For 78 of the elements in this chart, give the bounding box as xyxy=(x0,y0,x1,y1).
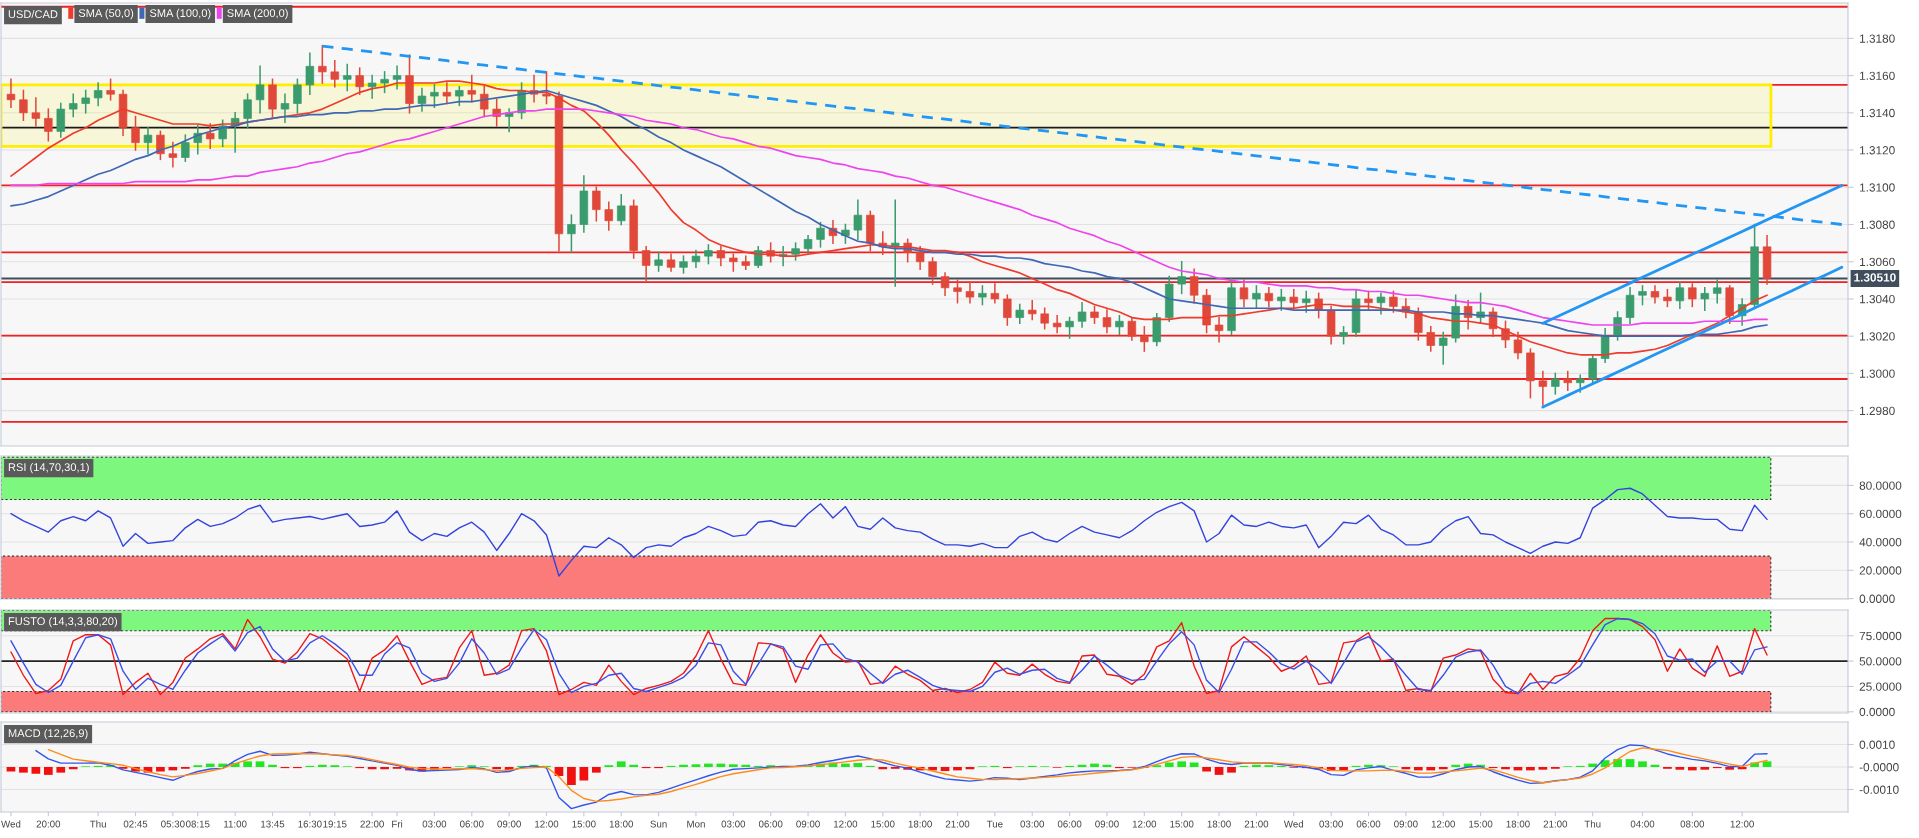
x-tick-label: 08:15 xyxy=(186,820,210,828)
x-tick-label: 15:00 xyxy=(1170,820,1194,828)
y-tick-label: 1.3180 xyxy=(1860,34,1895,43)
y-tick-label: 50.0000 xyxy=(1859,657,1902,666)
y-tick-label: 1.3160 xyxy=(1860,71,1895,80)
x-tick-label: 19:15 xyxy=(323,820,347,828)
y-tick-label: 1.3120 xyxy=(1860,146,1895,155)
x-tick-label: 12:00 xyxy=(535,820,559,828)
x-tick-label: 21:00 xyxy=(1244,820,1269,828)
x-tick-label: Mon xyxy=(687,820,705,828)
y-tick-label: 20.0000 xyxy=(1859,566,1902,575)
ref-line-label: 1.30510 xyxy=(1854,273,1896,282)
y-tick-label: 80.0000 xyxy=(1859,481,1902,490)
x-tick-label: 21:00 xyxy=(1543,820,1568,828)
x-tick-label: 09:00 xyxy=(1095,820,1119,828)
y-tick-label: 1.3100 xyxy=(1860,183,1895,192)
x-tick-label: 05:30 xyxy=(161,820,185,828)
x-tick-label: 22:00 xyxy=(360,820,384,828)
x-tick-label: 06:00 xyxy=(460,820,484,828)
legend-label: SMA (100,0) xyxy=(149,8,211,20)
x-tick-label: 03:00 xyxy=(1319,820,1343,828)
x-tick-label: 12:00 xyxy=(833,820,858,828)
x-tick-label: Thu xyxy=(1584,820,1601,828)
x-tick-label: 18:00 xyxy=(908,820,932,828)
y-tick-label: 1.2980 xyxy=(1860,406,1895,416)
legend-label: SMA (50,0) xyxy=(78,8,134,20)
x-tick-label: Sun xyxy=(650,820,667,828)
x-tick-label: 09:00 xyxy=(497,820,521,828)
x-tick-label: 06:00 xyxy=(758,820,783,828)
y-tick-label: 0.0000 xyxy=(1859,707,1895,717)
y-tick-label: 1.3060 xyxy=(1860,257,1895,267)
x-tick-label: 12:00 xyxy=(1431,820,1456,828)
x-tick-label: 03:00 xyxy=(1020,820,1045,828)
y-tick-label: -0.0000 xyxy=(1859,763,1899,772)
x-tick-label: 03:00 xyxy=(422,820,447,828)
x-tick-label: 15:00 xyxy=(871,820,895,828)
x-tick-label: Wed xyxy=(1,820,21,828)
y-tick-label: -0.0010 xyxy=(1859,785,1899,794)
x-tick-label: Fri xyxy=(392,820,403,828)
x-tick-label: 06:00 xyxy=(1057,820,1082,828)
chart-title: USD/CAD xyxy=(8,9,58,19)
text: RSI (14,70,30,1) xyxy=(8,462,89,474)
y-tick-label: 1.3020 xyxy=(1860,332,1895,341)
y-tick-label: 60.0000 xyxy=(1859,509,1902,519)
x-tick-label: 08:00 xyxy=(1680,820,1705,828)
y-tick-label: 1.3040 xyxy=(1860,294,1895,304)
legend-label: SMA (200,0) xyxy=(227,8,288,20)
y-tick-label: 0.0000 xyxy=(1859,594,1895,603)
y-tick-label: 40.0000 xyxy=(1859,538,1902,547)
x-tick-label: 03:00 xyxy=(721,820,746,828)
x-tick-label: 16:30 xyxy=(298,820,322,828)
x-tick-label: 21:00 xyxy=(945,820,970,828)
y-tick-label: 1.3140 xyxy=(1860,108,1895,118)
x-tick-label: Thu xyxy=(89,820,106,828)
x-tick-label: 18:00 xyxy=(609,820,634,828)
y-tick-label: 0.0010 xyxy=(1859,740,1895,749)
y-tick-label: 1.3080 xyxy=(1860,220,1895,229)
text: MACD (12,26,9) xyxy=(8,728,88,740)
y-tick-label: 75.0000 xyxy=(1859,631,1902,641)
y-tick-label: 1.3000 xyxy=(1860,369,1895,378)
x-tick-label: 06:00 xyxy=(1356,820,1381,828)
x-tick-label: 09:00 xyxy=(1394,820,1418,828)
x-tick-label: 18:00 xyxy=(1207,820,1231,828)
y-tick-label: 25.0000 xyxy=(1859,682,1902,691)
x-tick-label: 04:00 xyxy=(1630,820,1655,828)
x-tick-label: 13:45 xyxy=(261,820,285,828)
x-tick-label: 15:00 xyxy=(572,820,596,828)
text: FUSTO (14,3,3,80,20) xyxy=(8,616,117,628)
x-tick-label: 20:00 xyxy=(36,820,61,828)
x-tick-label: 15:00 xyxy=(1469,820,1493,828)
x-tick-label: 12:00 xyxy=(1132,820,1157,828)
x-tick-label: 02:45 xyxy=(123,820,148,828)
x-tick-label: 12:00 xyxy=(1730,820,1754,828)
x-tick-label: Tue xyxy=(986,820,1003,828)
x-tick-label: 09:00 xyxy=(796,820,820,828)
x-tick-label: 11:00 xyxy=(224,820,247,828)
x-tick-label: Wed xyxy=(1283,820,1304,828)
x-tick-label: 18:00 xyxy=(1506,820,1530,828)
